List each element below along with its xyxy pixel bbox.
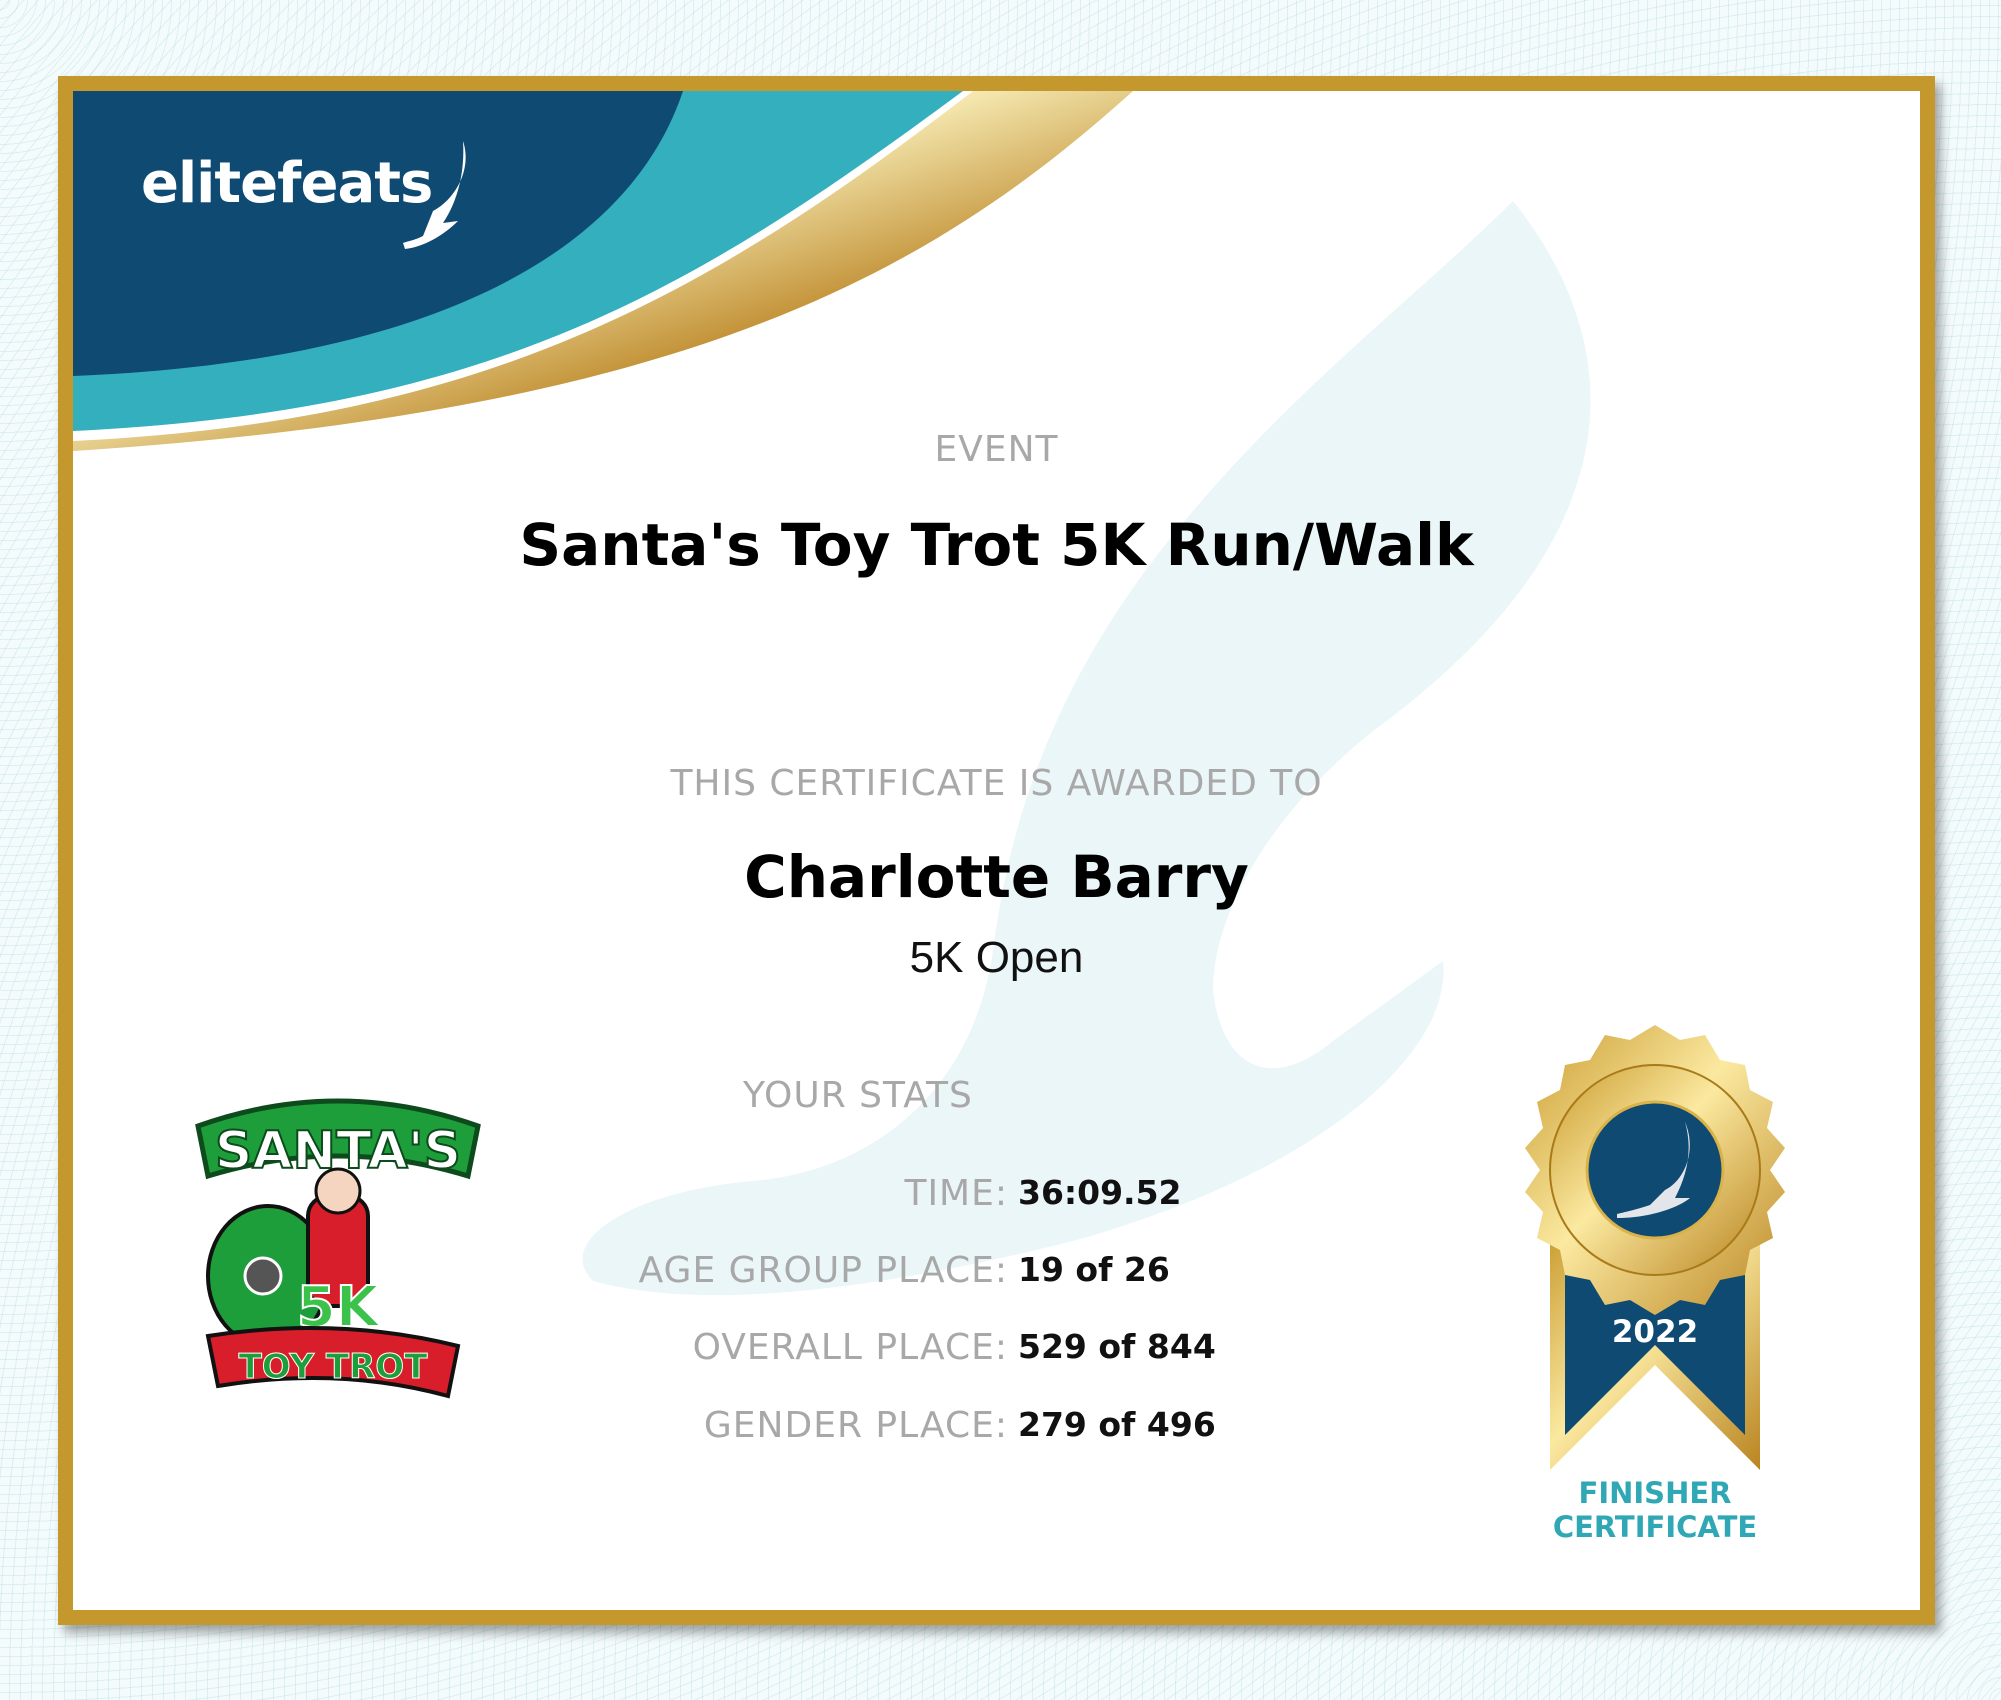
stat-key: AGE GROUP PLACE: bbox=[638, 1250, 1008, 1291]
header-swoosh bbox=[73, 91, 1591, 1296]
finisher-certificate-label: FINISHER CERTIFICATE bbox=[1505, 1476, 1805, 1544]
event-label: EVENT bbox=[934, 429, 1059, 470]
stat-value: 529 of 844 bbox=[1018, 1327, 1216, 1366]
stat-value: 19 of 26 bbox=[1018, 1250, 1170, 1289]
santas-toy-trot-logo: SANTA'S 5K TOY TROT bbox=[195, 1098, 481, 1399]
finisher-text: FINISHER bbox=[1578, 1476, 1732, 1510]
medal-year: 2022 bbox=[1611, 1314, 1699, 1350]
stat-value: 279 of 496 bbox=[1018, 1405, 1216, 1444]
stat-row: OVERALL PLACE: 529 of 844 bbox=[73, 1327, 1920, 1377]
event-name: Santa's Toy Trot 5K Run/Walk bbox=[519, 511, 1474, 579]
recipient-name: Charlotte Barry bbox=[744, 843, 1249, 911]
stat-key: TIME: bbox=[904, 1173, 1008, 1214]
stat-key: OVERALL PLACE: bbox=[692, 1327, 1008, 1368]
svg-text:TOY TROT: TOY TROT bbox=[239, 1347, 429, 1387]
winged-shoe-icon bbox=[1617, 1122, 1690, 1218]
watermark-wing-icon bbox=[582, 201, 1591, 1296]
stats-label: YOUR STATS bbox=[743, 1075, 973, 1116]
stat-row: TIME: 36:09.52 bbox=[73, 1173, 1920, 1223]
stat-value: 36:09.52 bbox=[1018, 1173, 1182, 1212]
stat-row: AGE GROUP PLACE: 19 of 26 bbox=[73, 1250, 1920, 1300]
stat-row: GENDER PLACE: 279 of 496 bbox=[73, 1405, 1920, 1455]
winged-shoe-icon bbox=[403, 141, 466, 249]
division: 5K Open bbox=[909, 933, 1084, 982]
finisher-medal bbox=[1525, 1025, 1785, 1470]
certificate: elitefeats EVENT Santa's Toy Trot 5K Run… bbox=[58, 76, 1935, 1625]
stat-key: GENDER PLACE: bbox=[703, 1405, 1008, 1446]
elitefeats-logo: elitefeats bbox=[141, 151, 433, 216]
certificate-text: CERTIFICATE bbox=[1552, 1510, 1758, 1544]
awarded-label: THIS CERTIFICATE IS AWARDED TO bbox=[670, 763, 1323, 804]
